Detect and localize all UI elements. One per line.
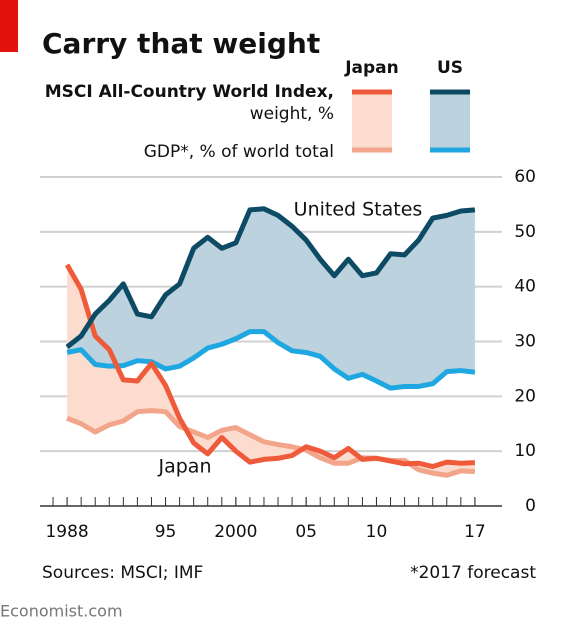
x-tick-label: 05 (295, 522, 317, 542)
chart-title: Carry that weight (42, 27, 320, 60)
legend-row: weight, % (250, 104, 334, 124)
x-tick-label: 1988 (45, 522, 88, 542)
y-tick-label: 60 (514, 167, 536, 187)
annotation: Japan (158, 456, 212, 478)
x-tick-label: 95 (155, 522, 177, 542)
y-tick-label: 10 (514, 441, 536, 461)
shaded-gap (67, 208, 475, 389)
line (66, 329, 476, 391)
annotation: United States (294, 199, 423, 221)
legend-swatch (430, 92, 470, 150)
legend-column: Japan (344, 58, 399, 78)
x-tick-label: 10 (366, 522, 388, 542)
credit: Economist.com (0, 602, 123, 621)
source: Sources: MSCI; IMF (42, 563, 203, 583)
legend-swatch (352, 92, 392, 150)
footnote: *2017 forecast (410, 563, 536, 583)
y-tick-label: 50 (514, 222, 536, 242)
legend-row: GDP*, % of world total (144, 142, 334, 162)
y-tick-label: 0 (525, 496, 536, 516)
legend-column: US (437, 58, 463, 78)
y-tick-label: 20 (514, 386, 536, 406)
y-tick-label: 40 (514, 277, 536, 297)
legend-row: MSCI All-Country World Index, (45, 82, 334, 102)
red-tab (0, 0, 18, 52)
line (65, 206, 476, 349)
x-tick-label: 17 (464, 522, 486, 542)
line (64, 263, 476, 470)
y-tick-label: 30 (514, 332, 536, 352)
x-tick-label: 2000 (214, 522, 257, 542)
